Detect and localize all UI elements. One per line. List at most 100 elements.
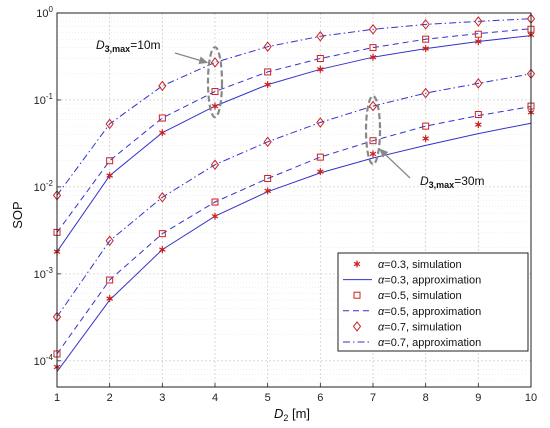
marker-star (422, 135, 430, 143)
x-tick-label: 9 (475, 392, 481, 404)
series-line-approx-07-10m (56, 18, 532, 196)
x-tick-label: 7 (370, 392, 376, 404)
marker-diamond (210, 159, 220, 171)
marker-star (158, 129, 166, 137)
marker-star-center (213, 214, 217, 218)
x-tick-label: 8 (423, 392, 429, 404)
marker-star (474, 121, 482, 129)
marker-star (211, 102, 219, 110)
marker-diamond (421, 87, 430, 99)
marker-star (211, 212, 219, 220)
data-series (52, 13, 536, 372)
plot-frame (56, 12, 532, 388)
marker-square (211, 198, 219, 206)
marker-star-center (424, 136, 428, 141)
marker-diamond (474, 78, 483, 89)
marker-star-center (318, 67, 322, 71)
series-line-approx-07-30m (56, 73, 532, 318)
marker-star-center (160, 248, 164, 252)
marker-diamond (210, 57, 220, 68)
marker-star (369, 53, 377, 61)
marker-star (474, 38, 482, 46)
marker-star (422, 45, 430, 53)
marker-diamond (263, 41, 272, 52)
marker-star (264, 187, 272, 195)
marker-star-center (160, 131, 164, 135)
marker-star (264, 81, 272, 89)
legend-entry-label: α=0.5, simulation (378, 290, 462, 302)
x-axis-label: D2 [m] (274, 406, 310, 423)
marker-star (158, 246, 166, 254)
x-tick-label: 5 (265, 392, 271, 404)
marker-star-center (371, 55, 375, 59)
marker-square (106, 157, 114, 165)
x-axis-label-symbol: D (274, 406, 283, 421)
marker-diamond (352, 321, 362, 332)
x-tick-label: 2 (107, 392, 113, 404)
marker-diamond (316, 117, 325, 128)
series-line-approx-03-10m (56, 35, 532, 252)
marker-star-center (318, 169, 322, 174)
x-tick-label: 10 (525, 392, 537, 404)
legend-entry-label: α=0.5, approximation (378, 306, 481, 318)
legend-entry-label: α=0.3, approximation (378, 275, 481, 287)
marker-star (106, 172, 114, 180)
marker-diamond (158, 191, 167, 203)
legend-box (337, 252, 529, 352)
annotation-label-30m: D3,max=30m (420, 174, 485, 190)
marker-diamond (421, 19, 430, 30)
marker-square (264, 68, 272, 76)
marker-star-center (476, 39, 480, 44)
y-tick-label: 10-2 (34, 179, 54, 194)
marker-star-center (108, 296, 112, 301)
marker-star-center (266, 189, 270, 193)
marker-square (369, 137, 377, 145)
annotation-label-10m: D3,max=10m (96, 38, 161, 54)
marker-star-center (476, 123, 480, 127)
series-line-approx-03-30m (56, 122, 532, 372)
highlight-ellipse-10m (206, 46, 224, 119)
y-tick-label: 100 (36, 5, 53, 20)
marker-diamond (316, 30, 325, 42)
x-axis-label-subscript: 2 (283, 413, 288, 423)
x-tick-label: 4 (212, 392, 218, 404)
legend-entry-label: α=0.7, simulation (378, 321, 462, 333)
series-line-approx-05-30m (56, 106, 532, 355)
marker-square (316, 153, 324, 161)
marker-square (211, 88, 219, 96)
marker-square (422, 122, 430, 130)
marker-diamond (368, 100, 378, 112)
annotations: D3,max=10m D3,max=30m (96, 38, 485, 190)
marker-diamond (105, 235, 114, 247)
y-tick-label: 10-4 (34, 353, 54, 368)
axis-ticks: 1 2 3 4 5 6 7 8 9 10 100 10-1 10-2 10-3 10-4 (34, 5, 538, 404)
marker-square (264, 174, 272, 182)
marker-square (158, 230, 166, 238)
grid (56, 12, 532, 388)
marker-square (158, 114, 166, 122)
x-tick-label: 3 (159, 392, 165, 404)
marker-star-center (355, 262, 359, 266)
legend-entries: α=0.3, simulation α=0.3, approximation α=0… (343, 259, 481, 349)
legend-entry-label: α=0.7, approximation (378, 337, 481, 349)
marker-diamond (158, 80, 167, 92)
marker-diamond (263, 136, 272, 148)
marker-star (316, 65, 324, 73)
x-axis-label-unit: [m] (288, 406, 310, 421)
marker-star-center (424, 46, 428, 51)
marker-star (369, 150, 377, 158)
annotation-arrow-30m (379, 148, 411, 179)
marker-square (422, 35, 430, 43)
marker-square (474, 30, 482, 38)
marker-square (316, 54, 324, 62)
x-tick-label: 1 (54, 392, 60, 404)
marker-square (474, 111, 482, 119)
marker-star-center (266, 83, 270, 87)
series-line-approx-05-10m (56, 28, 532, 233)
marker-star-center (371, 152, 375, 156)
marker-star (316, 168, 324, 176)
marker-diamond (474, 16, 483, 27)
legend: α=0.3, simulation α=0.3, approximation α=0… (337, 252, 529, 352)
marker-star (353, 260, 361, 268)
